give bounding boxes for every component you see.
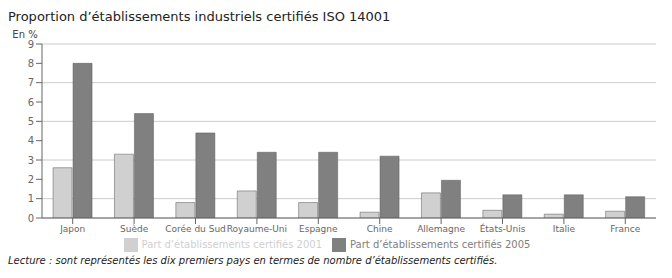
- html-text:Lecture : sont représentés les: Lecture : sont représentés les dix premi…: [8, 255, 498, 266]
- svg-text:0: 0: [28, 213, 34, 224]
- svg-text:9: 9: [28, 39, 34, 50]
- svg-text:États-Unis: États-Unis: [480, 223, 526, 234]
- html-text:Proportion d’établissements in: Proportion d’établissements industriels …: [8, 9, 391, 24]
- svg-text:Corée du Sud: Corée du Sud: [165, 224, 226, 234]
- svg-text:6: 6: [28, 97, 34, 108]
- html-text:Part d’établissements certifié: Part d’établissements certifiés 2005: [350, 239, 531, 250]
- svg-text:2: 2: [28, 174, 34, 185]
- svg-text:Japon: Japon: [59, 224, 85, 234]
- svg-text:5: 5: [28, 116, 34, 127]
- svg-text:Suède: Suède: [120, 224, 149, 234]
- svg-text:Royaume-Uni: Royaume-Uni: [227, 224, 287, 234]
- svg-text:Espagne: Espagne: [299, 224, 338, 234]
- svg-text:Chine: Chine: [367, 224, 393, 234]
- svg-text:3: 3: [28, 155, 34, 166]
- svg-text:En %: En %: [12, 29, 37, 40]
- svg-text:Italie: Italie: [553, 224, 576, 234]
- svg-text:7: 7: [28, 77, 34, 88]
- svg-text:4: 4: [28, 135, 34, 146]
- html-text:Part d’établissements certifié: Part d’établissements certifiés 2001: [141, 239, 322, 250]
- svg-text:France: France: [610, 224, 640, 234]
- svg-text:8: 8: [28, 58, 34, 69]
- svg-text:Allemagne: Allemagne: [417, 224, 465, 234]
- svg-text:1: 1: [28, 193, 34, 204]
